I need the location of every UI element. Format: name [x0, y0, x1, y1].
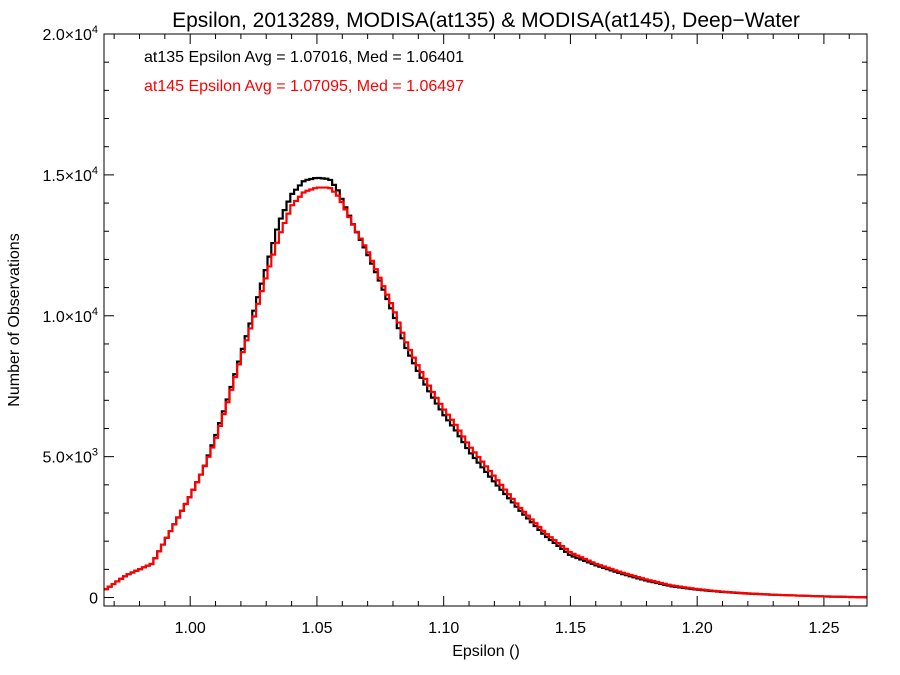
x-tick-label: 1.20	[682, 620, 713, 637]
x-axis-label: Epsilon ()	[452, 643, 520, 660]
y-axis: 0 5.0×103 1.0×104 1.5×104 2.0×104	[42, 24, 867, 608]
plot-frame	[103, 33, 868, 607]
x-tick-label: 1.15	[555, 620, 586, 637]
y-tick-label: 1.5×104	[42, 165, 98, 185]
series-line-1	[104, 186, 867, 599]
x-tick-label: 1.25	[808, 620, 839, 637]
y-axis-label: Number of Observations	[6, 233, 23, 406]
x-tick-label: 1.10	[428, 620, 459, 637]
y-tick-label: 1.0×104	[42, 306, 98, 326]
chart-title: Epsilon, 2013289, MODISA(at135) & MODISA…	[172, 9, 800, 32]
annotation-at145: at145 Epsilon Avg = 1.07095, Med = 1.064…	[144, 78, 464, 95]
x-tick-label: 1.05	[301, 620, 332, 637]
series-line-0	[104, 176, 867, 599]
plot-series	[104, 176, 867, 599]
x-axis: 1.00 1.05 1.10 1.15 1.20 1.25	[113, 34, 850, 637]
x-tick-label: 1.00	[175, 620, 206, 637]
y-tick-label: 0	[89, 591, 98, 608]
annotation-at135: at135 Epsilon Avg = 1.07016, Med = 1.064…	[144, 49, 464, 66]
y-tick-label: 5.0×103	[42, 447, 98, 467]
y-tick-label: 2.0×104	[42, 24, 98, 44]
